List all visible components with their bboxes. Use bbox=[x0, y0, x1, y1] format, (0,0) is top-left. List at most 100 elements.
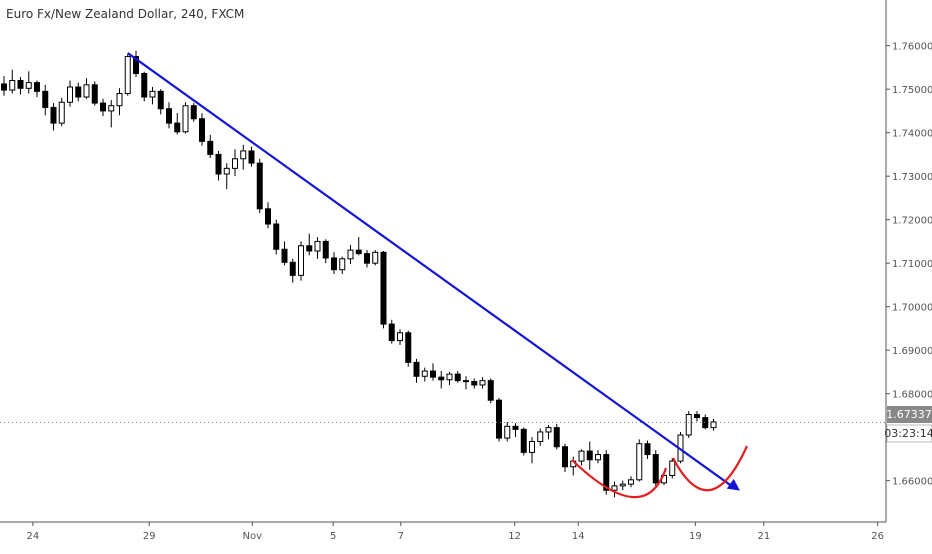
candle-body bbox=[685, 414, 692, 436]
candle bbox=[322, 239, 329, 264]
candle bbox=[199, 113, 205, 146]
current-price-text: 1.67337 bbox=[886, 408, 932, 421]
candle-body bbox=[628, 479, 634, 485]
candle-body bbox=[75, 86, 82, 98]
candle-body bbox=[83, 84, 90, 98]
candle bbox=[438, 371, 445, 389]
red-curve-right[interactable] bbox=[672, 445, 749, 492]
candle bbox=[50, 103, 57, 131]
candle bbox=[9, 69, 16, 94]
y-tick-label: 1.70000 bbox=[892, 303, 932, 314]
candle bbox=[149, 87, 156, 105]
candle-body bbox=[240, 150, 247, 160]
candle bbox=[619, 480, 626, 491]
x-tick-label: 14 bbox=[572, 531, 585, 542]
y-tick-label: 1.69000 bbox=[892, 346, 932, 357]
candle bbox=[248, 146, 255, 167]
candle bbox=[116, 88, 123, 116]
candle bbox=[372, 250, 379, 266]
candle-body bbox=[537, 431, 544, 443]
countdown-text: 03:23:14 bbox=[884, 427, 932, 440]
x-tick-label: 21 bbox=[757, 531, 770, 542]
candle bbox=[504, 421, 511, 442]
candle-body bbox=[298, 245, 304, 276]
candle bbox=[694, 411, 700, 422]
candle-body bbox=[669, 460, 676, 476]
candle-body bbox=[586, 450, 593, 461]
candle bbox=[306, 233, 313, 256]
candle-body bbox=[25, 82, 32, 89]
candle bbox=[479, 377, 486, 389]
candle-body bbox=[603, 454, 610, 491]
candle-body bbox=[339, 258, 346, 271]
candle bbox=[1, 76, 7, 96]
red-curve-left[interactable] bbox=[571, 459, 668, 499]
candle-body bbox=[190, 105, 197, 120]
candle bbox=[487, 378, 494, 404]
candle-body bbox=[545, 427, 552, 433]
candle bbox=[298, 241, 304, 281]
candle bbox=[570, 456, 577, 476]
candle bbox=[265, 202, 271, 229]
x-tick-label: 7 bbox=[398, 531, 404, 542]
candle-body bbox=[619, 483, 626, 487]
candle bbox=[256, 158, 263, 214]
candle bbox=[17, 76, 24, 95]
candle bbox=[108, 100, 115, 128]
candle bbox=[190, 103, 197, 122]
candle bbox=[124, 53, 131, 96]
candle-body bbox=[496, 399, 502, 439]
candle bbox=[314, 237, 321, 259]
candle bbox=[578, 449, 585, 466]
candle-body bbox=[702, 417, 709, 429]
candle bbox=[628, 476, 634, 488]
candle-body bbox=[248, 150, 255, 164]
candle bbox=[537, 428, 544, 446]
y-tick-label: 1.75000 bbox=[892, 85, 932, 96]
current-price-label: 1.67337 bbox=[886, 406, 932, 423]
candle bbox=[215, 150, 222, 181]
x-tick-label: 24 bbox=[27, 531, 40, 542]
candle-body bbox=[331, 257, 337, 271]
candle bbox=[58, 97, 65, 127]
candle-body bbox=[17, 79, 24, 89]
candle-body bbox=[578, 450, 585, 462]
candle-body bbox=[397, 332, 403, 342]
candle-body bbox=[355, 249, 362, 255]
candle bbox=[25, 71, 32, 94]
candle-body bbox=[108, 105, 115, 112]
candle bbox=[553, 424, 560, 450]
candle-body bbox=[388, 323, 395, 342]
x-tick-label: 26 bbox=[871, 531, 884, 542]
candle-body bbox=[405, 332, 412, 363]
candle bbox=[331, 252, 337, 275]
candle-body bbox=[446, 373, 453, 381]
candle-body bbox=[34, 82, 40, 92]
candle-body bbox=[91, 84, 98, 104]
candle bbox=[702, 414, 709, 430]
candle-body bbox=[463, 380, 469, 383]
candle bbox=[240, 144, 247, 170]
candle bbox=[42, 84, 49, 116]
candle-body bbox=[306, 245, 313, 252]
candle bbox=[710, 418, 717, 431]
candle bbox=[339, 256, 346, 275]
candle bbox=[75, 82, 82, 102]
candle-body bbox=[100, 102, 106, 112]
candle bbox=[595, 450, 601, 464]
candle bbox=[669, 458, 676, 479]
candle-body bbox=[215, 153, 222, 175]
candle bbox=[388, 319, 395, 344]
candle-body bbox=[232, 158, 238, 169]
candle bbox=[223, 163, 230, 190]
candle-body bbox=[50, 106, 57, 124]
candle-body bbox=[166, 108, 172, 124]
candle-body bbox=[504, 425, 511, 439]
candle bbox=[512, 423, 519, 438]
blue-trendline[interactable] bbox=[127, 52, 735, 489]
candle-body bbox=[256, 162, 263, 210]
candle bbox=[611, 481, 618, 498]
y-tick-label: 1.71000 bbox=[892, 259, 932, 270]
candle-body bbox=[157, 90, 164, 110]
